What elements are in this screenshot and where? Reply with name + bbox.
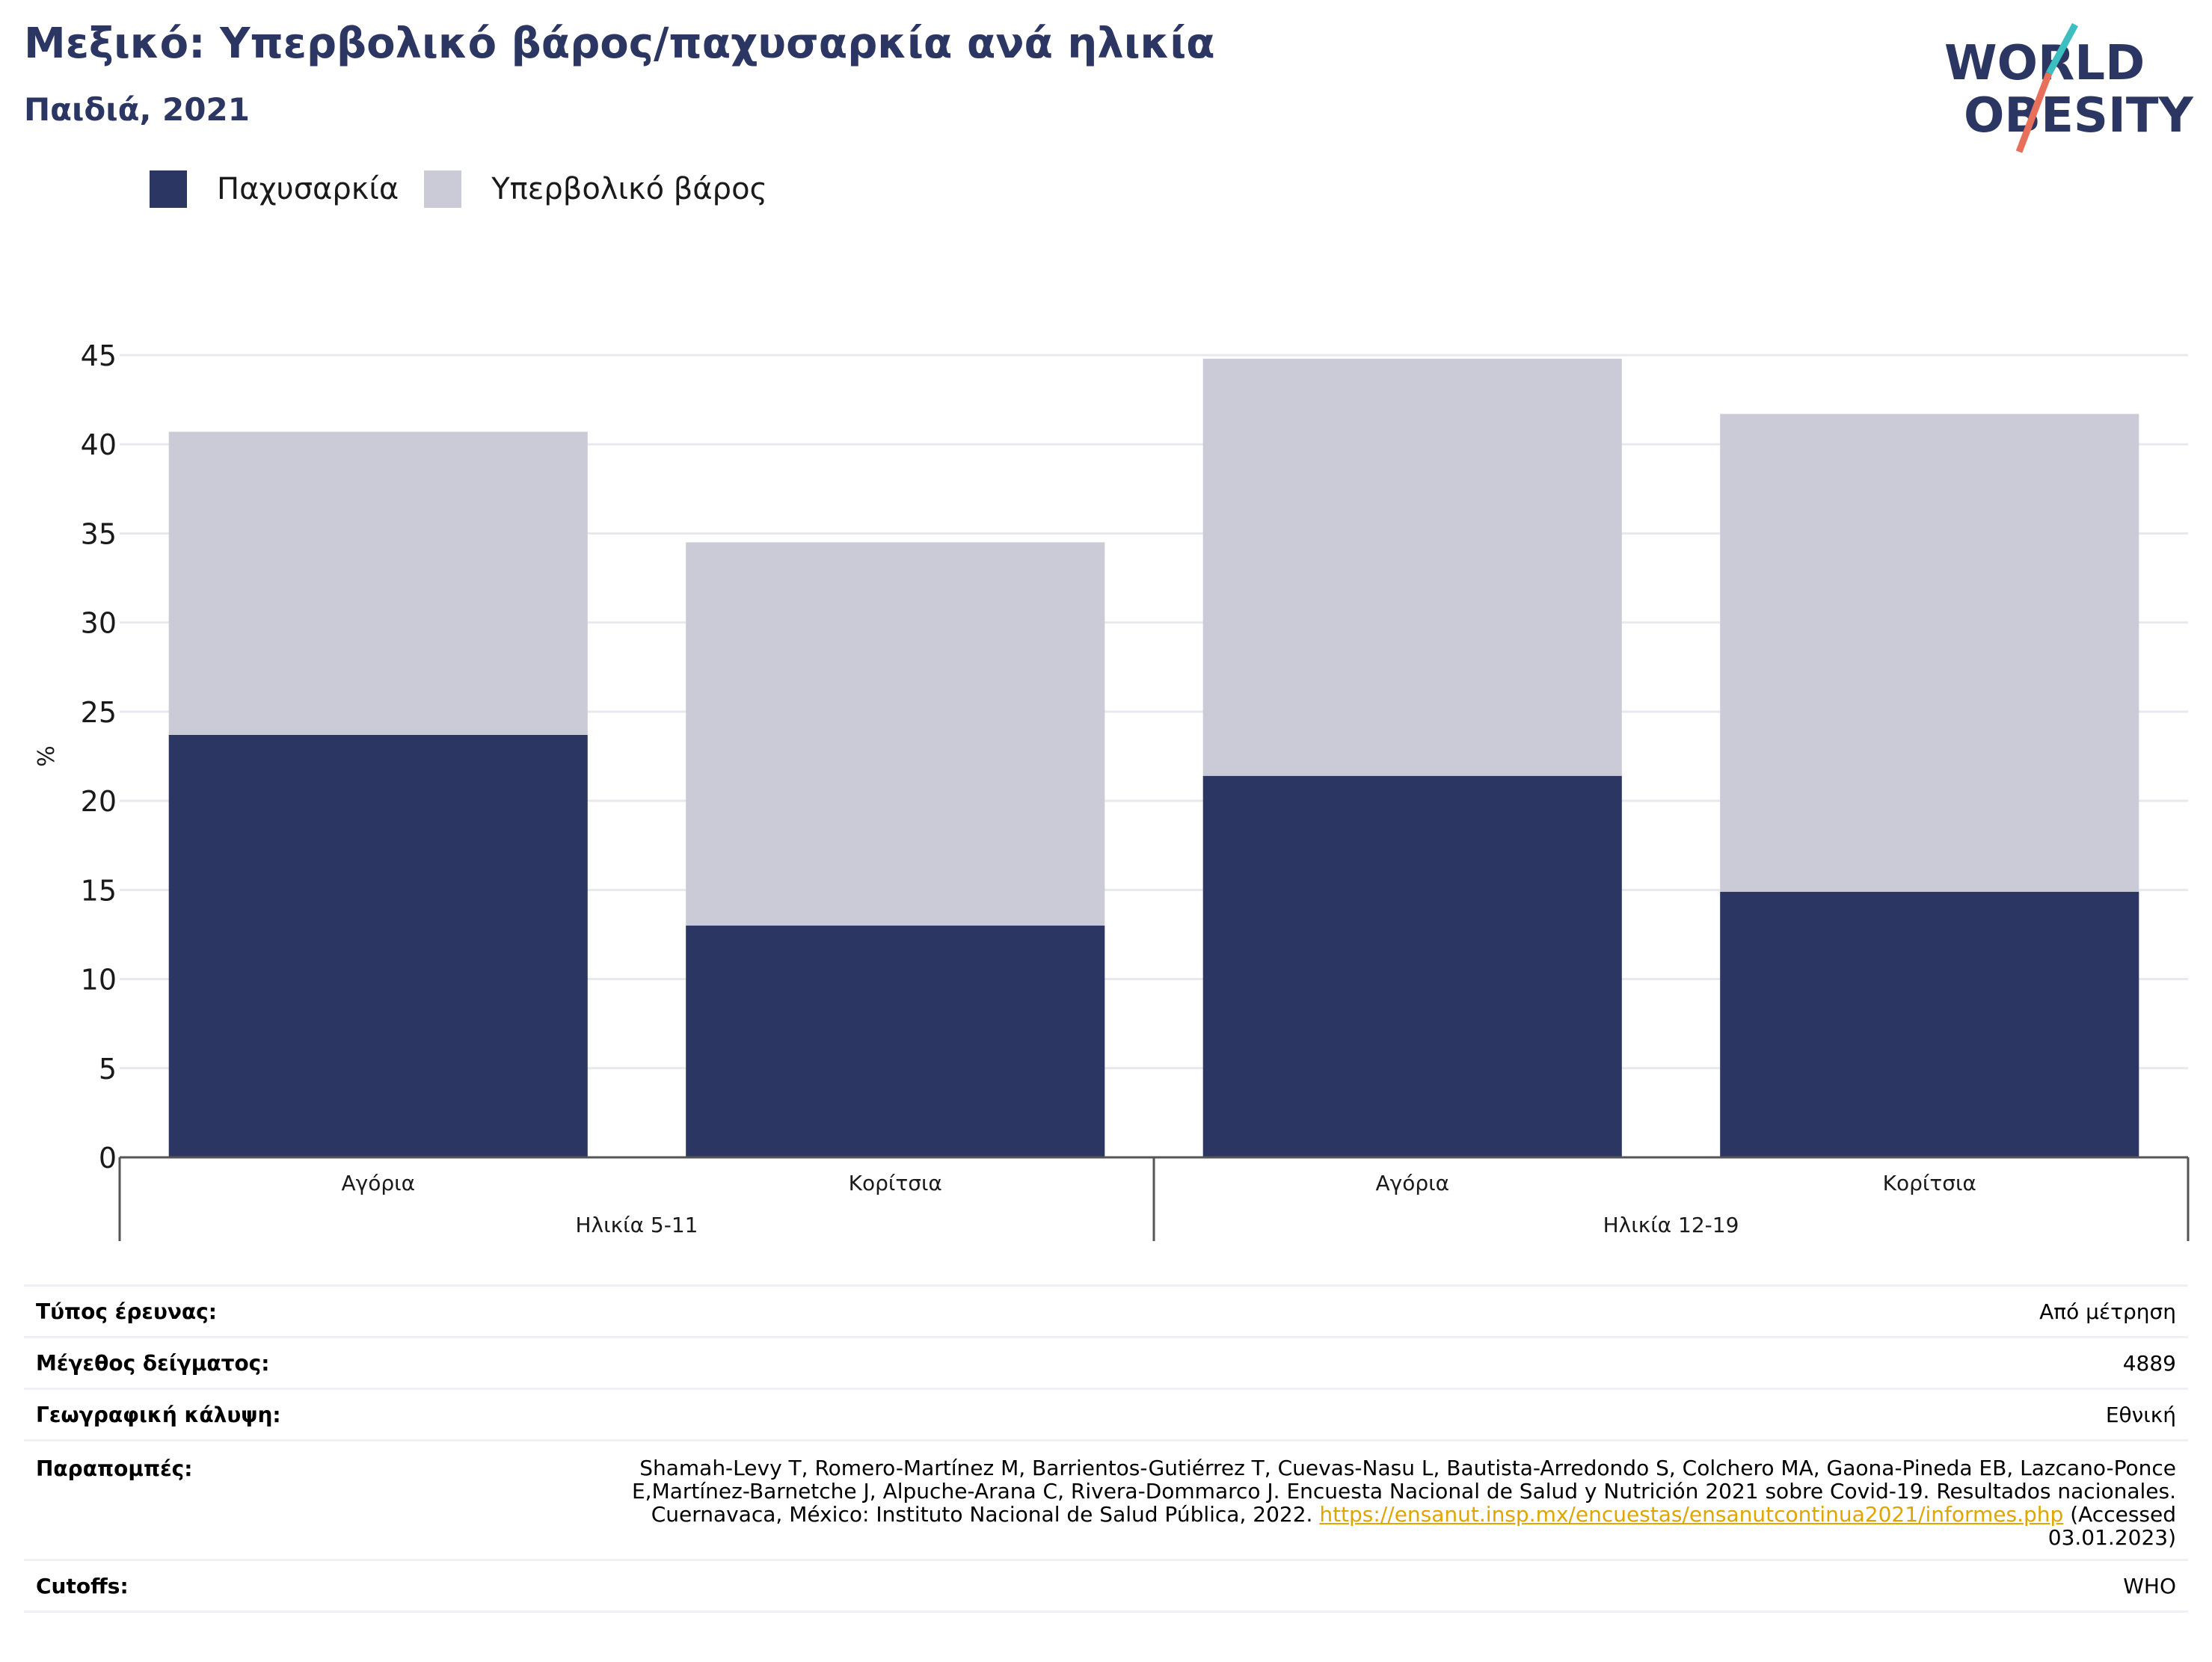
bar-overweight xyxy=(168,431,588,735)
legend-label-overweight: Υπερβολικό βάρος xyxy=(491,172,768,206)
bar-overweight xyxy=(1720,413,2139,892)
references-accessed: (Accessed 03.01.2023) xyxy=(2047,1502,2176,1550)
meta-key-cutoffs: Cutoffs: xyxy=(36,1573,129,1598)
y-tick-label: 25 xyxy=(81,696,117,729)
legend-label-obesity: Παχυσαρκία xyxy=(217,172,399,206)
y-tick-label: 35 xyxy=(81,517,117,550)
y-tick-label: 5 xyxy=(99,1053,117,1086)
meta-key-sample-size: Μέγεθος δείγματος: xyxy=(36,1350,270,1376)
meta-key-coverage: Γεωγραφική κάλυψη: xyxy=(36,1402,281,1427)
legend-item-overweight[interactable]: Υπερβολικό βάρος xyxy=(424,170,767,208)
x-group-label: Ηλικία 12-19 xyxy=(1603,1213,1739,1237)
legend-item-obesity[interactable]: Παχυσαρκία xyxy=(150,170,399,208)
logo-word-obesity: OBESITY xyxy=(1964,88,2193,144)
meta-value-cutoffs: WHO xyxy=(2123,1573,2176,1598)
bar-overweight xyxy=(1202,358,1622,776)
x-tick-label: Αγόρια xyxy=(341,1171,415,1195)
bar-obesity xyxy=(1720,891,2139,1157)
meta-value-sample-size: 4889 xyxy=(2122,1350,2176,1376)
world-obesity-logo: WORLD OBESITY xyxy=(1944,22,2193,153)
y-tick-label: 45 xyxy=(81,339,117,372)
references-text: Shamah-Levy T, Romero-Martínez M, Barrie… xyxy=(631,1456,2176,1527)
y-tick-label: 20 xyxy=(81,785,117,818)
bar-obesity xyxy=(168,734,588,1157)
meta-key-survey-type: Τύπος έρευνας: xyxy=(36,1299,217,1324)
chart-legend: Παχυσαρκία Υπερβολικό βάρος xyxy=(150,170,793,208)
y-tick-label: 0 xyxy=(99,1142,117,1175)
legend-swatch-overweight xyxy=(424,170,462,208)
y-tick-label: 15 xyxy=(81,874,117,907)
meta-value-survey-type: Από μέτρηση xyxy=(2039,1299,2176,1324)
y-tick-label: 10 xyxy=(81,964,117,997)
y-tick-label: 30 xyxy=(81,607,117,640)
meta-key-references: Παραπομπές: xyxy=(36,1456,193,1481)
meta-row-sample-size: Μέγεθος δείγματος: 4889 xyxy=(24,1336,2188,1388)
references-link[interactable]: https://ensanut.insp.mx/encuestas/ensanu… xyxy=(1319,1502,2064,1527)
x-tick-label: Αγόρια xyxy=(1375,1171,1449,1195)
bar-obesity xyxy=(686,926,1105,1157)
x-tick-label: Κορίτσια xyxy=(1883,1171,1976,1195)
meta-row-survey-type: Τύπος έρευνας: Από μέτρηση xyxy=(24,1284,2188,1336)
bar-overweight xyxy=(686,542,1105,926)
meta-value-references: Shamah-Levy T, Romero-Martínez M, Barrie… xyxy=(546,1456,2188,1549)
stacked-bar-chart: 0 5 10 15 20 25 30 35 40 45% Αγόρια Κορίτσια Αγόρια Κ… xyxy=(34,339,2190,1241)
y-tick-label: 40 xyxy=(81,428,117,461)
bar-obesity xyxy=(1202,775,1622,1157)
x-tick-label: Κορίτσια xyxy=(849,1171,942,1195)
meta-value-coverage: Εθνική xyxy=(2105,1402,2176,1427)
legend-swatch-obesity xyxy=(150,170,187,208)
chart-title: Μεξικό: Υπερβολικό βάρος/παχυσαρκία ανά … xyxy=(24,19,1215,68)
x-group-label: Ηλικία 5-11 xyxy=(576,1213,698,1237)
meta-row-cutoffs: Cutoffs: WHO xyxy=(24,1559,2188,1613)
survey-metadata-table: Τύπος έρευνας: Από μέτρηση Μέγεθος δείγμ… xyxy=(24,1284,2188,1613)
y-axis-label: % xyxy=(34,745,60,767)
logo-slash-coral xyxy=(2015,72,2053,153)
chart-subtitle: Παιδιά, 2021 xyxy=(24,91,250,128)
meta-row-coverage: Γεωγραφική κάλυψη: Εθνική xyxy=(24,1388,2188,1439)
logo-slash-teal xyxy=(2046,22,2078,76)
meta-row-references: Παραπομπές: Shamah-Levy T, Romero-Martín… xyxy=(24,1439,2188,1559)
